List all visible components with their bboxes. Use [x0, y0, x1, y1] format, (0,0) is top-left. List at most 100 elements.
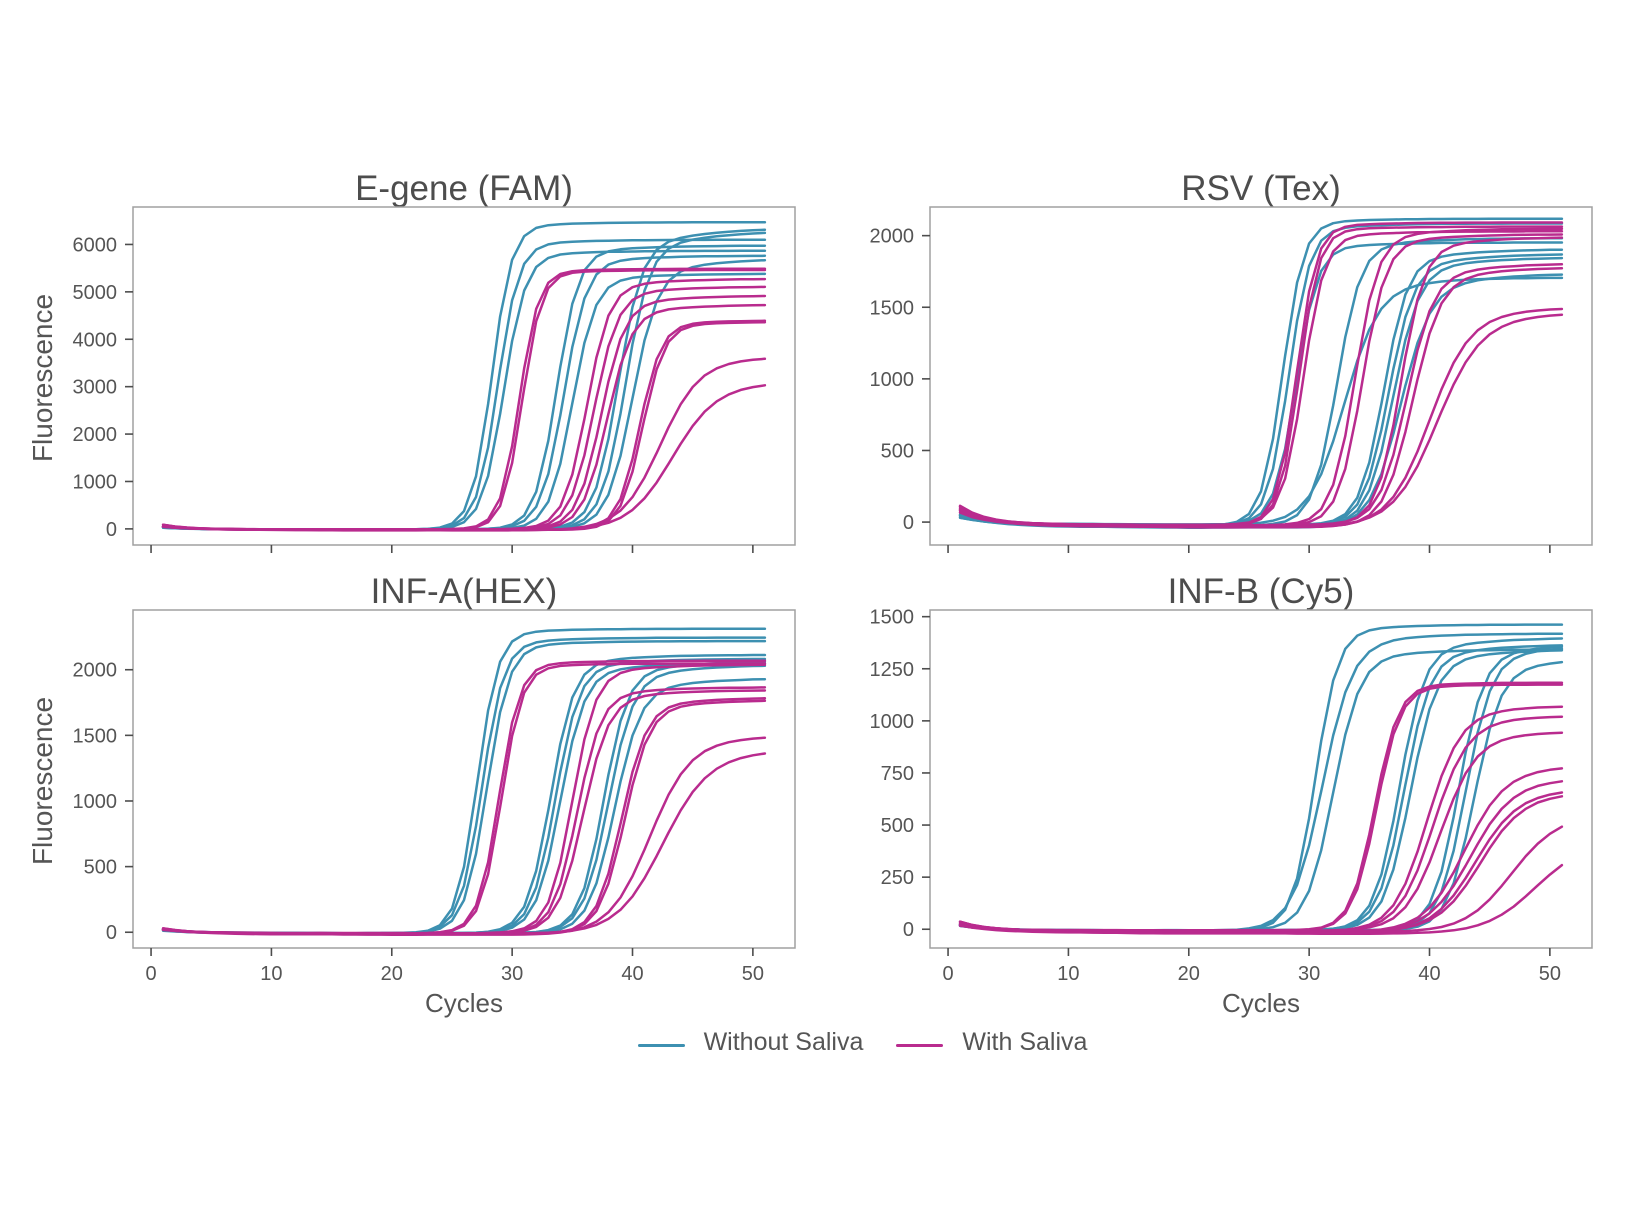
curve-without_saliva [161, 272, 767, 531]
curve-with_saliva [958, 795, 1564, 933]
curve-with_saliva [958, 313, 1564, 529]
curve-without_saliva [958, 647, 1564, 932]
x-tick-label: 0 [145, 963, 156, 985]
curve-without_saliva [161, 653, 767, 935]
legend-item-without-saliva: Without Saliva [637, 1027, 864, 1057]
legend-label-with-saliva: With Saliva [962, 1027, 1088, 1056]
y-tick-label: 500 [881, 815, 914, 837]
y-tick-label: 500 [84, 857, 117, 879]
y-tick-label: 2000 [73, 424, 118, 446]
curve-without_saliva [958, 648, 1564, 932]
y-tick-label: 0 [106, 922, 117, 944]
curve-with_saliva [958, 715, 1564, 933]
curve-without_saliva [958, 248, 1564, 527]
x-tick-label: 20 [1178, 963, 1200, 985]
x-tick-label: 10 [260, 963, 282, 985]
x-axis-label-left: Cycles [424, 988, 503, 1018]
curve-without_saliva [958, 217, 1564, 527]
x-tick-label: 40 [1418, 963, 1440, 985]
y-tick-label: 2000 [870, 226, 915, 248]
curve-with_saliva [161, 662, 767, 935]
curve-without_saliva [161, 238, 767, 531]
curve-without_saliva [958, 649, 1564, 932]
legend-line-without-saliva [637, 1043, 685, 1047]
x-tick-label: 50 [742, 963, 764, 985]
legend-label-without-saliva: Without Saliva [703, 1027, 864, 1056]
curve-with_saliva [958, 767, 1564, 934]
legend-item-with-saliva: With Saliva [896, 1028, 1087, 1057]
curve-without_saliva [161, 249, 767, 531]
y-tick-label: 1000 [870, 369, 915, 391]
x-tick-label: 40 [621, 963, 643, 985]
curve-with_saliva [161, 659, 767, 935]
curve-with_saliva [958, 307, 1564, 529]
curve-with_saliva [958, 227, 1564, 528]
curve-without_saliva [161, 258, 767, 532]
curve-with_saliva [161, 277, 767, 531]
axes-frame [929, 609, 1593, 949]
curve-without_saliva [161, 657, 767, 935]
curve-without_saliva [958, 632, 1564, 932]
curve-with_saliva [161, 357, 767, 532]
y-tick-label: 2000 [73, 660, 118, 682]
x-tick-label: 50 [1539, 963, 1561, 985]
y-tick-label: 0 [106, 519, 117, 541]
y-tick-label: 250 [881, 867, 914, 889]
curve-with_saliva [958, 863, 1564, 936]
curve-with_saliva [161, 384, 767, 532]
curve-without_saliva [161, 639, 767, 935]
x-tick-label: 30 [1298, 963, 1320, 985]
y-tick-label: 1000 [73, 471, 118, 493]
curve-with_saliva [161, 320, 767, 532]
curve-with_saliva [958, 230, 1564, 527]
y-tick-label: 0 [903, 512, 914, 534]
y-tick-label: 500 [881, 440, 914, 462]
legend: Without Saliva With Saliva [133, 1026, 1592, 1058]
y-tick-label: 3000 [73, 377, 118, 399]
y-tick-label: 4000 [73, 329, 118, 351]
chart-title-e-gene-fam: E-gene (FAM) [355, 169, 573, 208]
y-tick-label: 1250 [870, 659, 915, 681]
curve-without_saliva [161, 662, 767, 935]
y-tick-label: 750 [881, 763, 914, 785]
chart-title-inf-b-cy5: INF-B (Cy5) [1167, 572, 1355, 611]
y-tick-label: 1000 [870, 711, 915, 733]
axes-1: 0 500 1000 1500 2000 [870, 206, 1593, 553]
y-tick-label: 6000 [73, 234, 118, 256]
axes-0: 0 1000 2000 3000 4000 5000 6000 [73, 206, 796, 553]
curve-without_saliva [161, 660, 767, 935]
curve-with_saliva [161, 319, 767, 532]
axes-frame [132, 206, 796, 546]
legend-line-with-saliva [896, 1043, 944, 1047]
curve-without_saliva [958, 253, 1564, 528]
curve-with_saliva [958, 825, 1564, 934]
curve-without_saliva [958, 222, 1564, 527]
x-tick-label: 20 [381, 963, 403, 985]
curve-with_saliva [161, 752, 767, 936]
y-tick-label: 5000 [73, 282, 118, 304]
x-tick-label: 0 [942, 963, 953, 985]
x-tick-label: 10 [1057, 963, 1079, 985]
chart-title-rsv-tex: RSV (Tex) [1181, 169, 1341, 208]
curve-without_saliva [958, 623, 1564, 932]
y-tick-label: 0 [903, 919, 914, 941]
axes-frame [929, 206, 1593, 546]
y-tick-label: 1500 [73, 725, 118, 747]
curve-without_saliva [958, 645, 1564, 933]
y-tick-label: 1500 [870, 297, 915, 319]
curve-with_saliva [161, 736, 767, 936]
x-tick-label: 30 [501, 963, 523, 985]
x-axis-label-right: Cycles [1221, 988, 1300, 1018]
chart-title-inf-a-hex: INF-A(HEX) [370, 572, 558, 611]
curve-without_saliva [958, 644, 1564, 932]
y-tick-label: 1000 [73, 791, 118, 813]
curve-with_saliva [958, 221, 1564, 527]
curve-without_saliva [958, 241, 1564, 526]
curve-without_saliva [958, 660, 1564, 933]
y-tick-label: 1500 [870, 607, 915, 629]
curve-without_saliva [161, 254, 767, 531]
axes-frame [132, 609, 796, 949]
